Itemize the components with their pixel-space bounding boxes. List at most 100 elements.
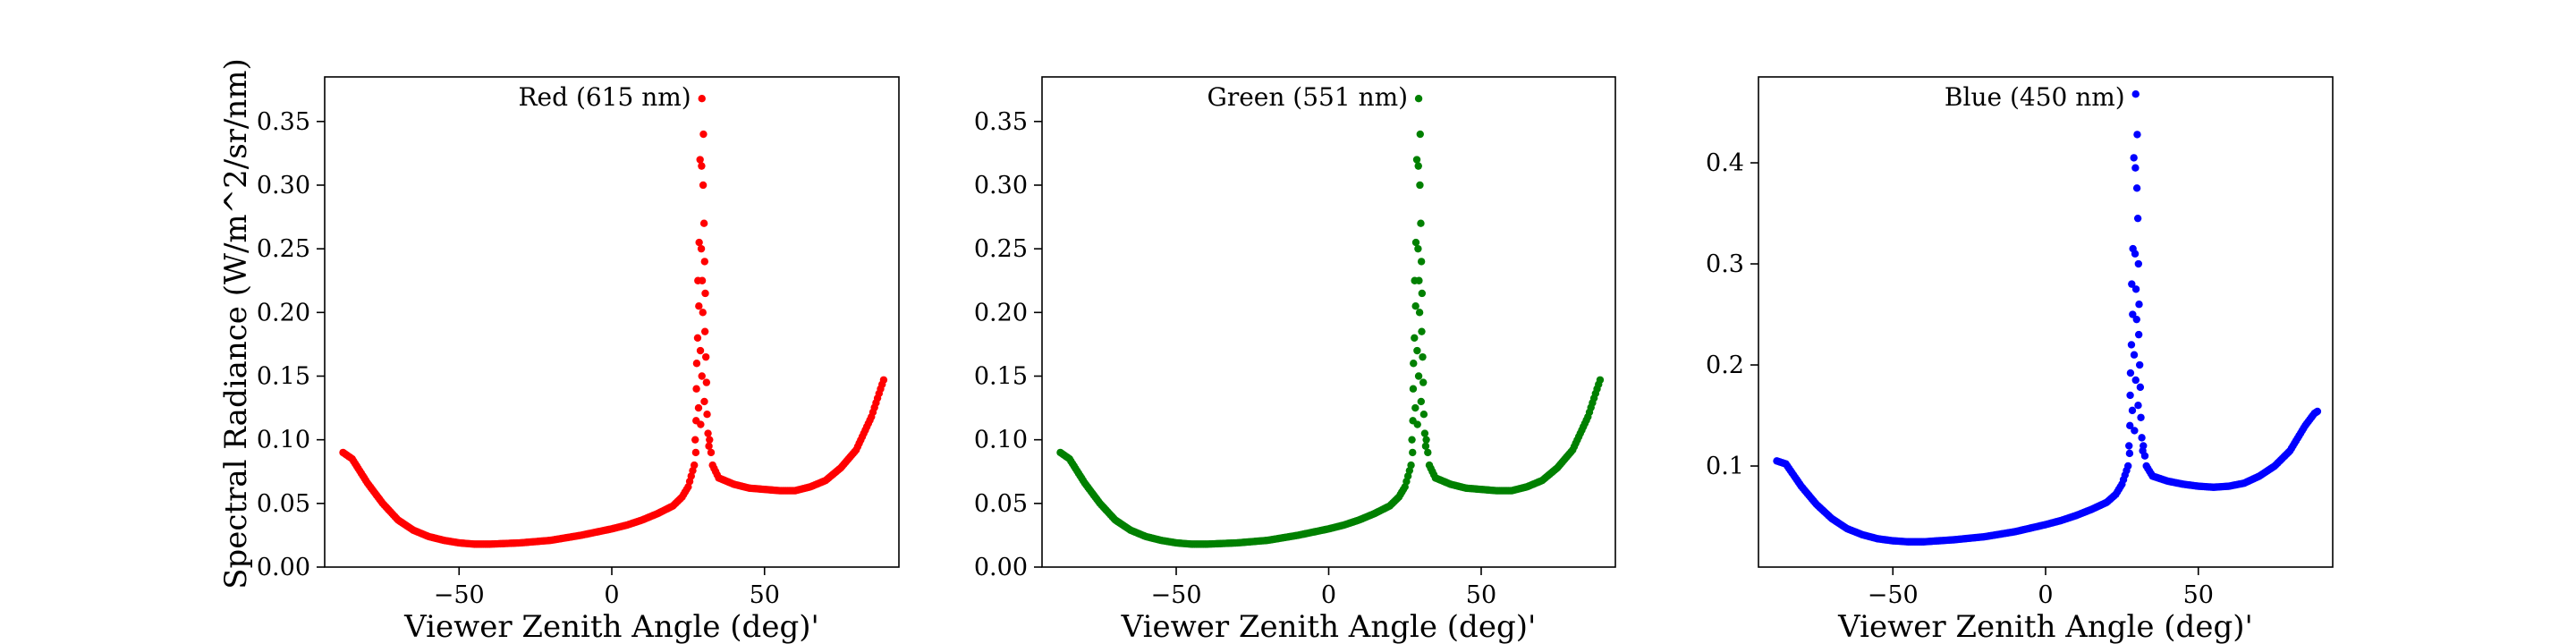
- data-point: [2133, 214, 2142, 223]
- y-tick-label: 0.20: [974, 299, 1028, 326]
- data-point: [701, 289, 709, 298]
- x-axis-label: Viewer Zenith Angle (deg)': [1121, 609, 1537, 644]
- x-axis-label: Viewer Zenith Angle (deg)': [403, 609, 819, 644]
- data-point: [1414, 244, 1422, 253]
- data-point: [1414, 162, 1422, 170]
- data-point: [696, 156, 704, 164]
- y-tick-label: 0.20: [257, 299, 310, 326]
- data-point: [2139, 446, 2147, 455]
- y-tick-label: 0.25: [974, 235, 1028, 263]
- data-point: [2135, 360, 2144, 369]
- y-tick-label: 0.35: [257, 108, 310, 136]
- x-tick-label: 0: [2038, 581, 2053, 609]
- panel-1: −50 0 50 0.00 0.05 0.10 0.15 0.20 0.25 0.30 0.35 Re…: [257, 76, 900, 644]
- data-point: [2136, 383, 2145, 392]
- panel-title: Red (615 nm): [518, 82, 691, 112]
- plot-frame: [1758, 76, 2334, 568]
- data-point: [700, 397, 708, 406]
- data-point: [1411, 334, 1419, 342]
- data-point: [2130, 351, 2139, 359]
- data-point: [698, 276, 707, 284]
- data-point: [2313, 407, 2322, 416]
- data-point: [2129, 310, 2137, 318]
- x-tick-label: 50: [2183, 581, 2214, 609]
- series-points: [1056, 94, 1605, 548]
- data-point: [697, 420, 705, 428]
- data-point: [2128, 406, 2137, 415]
- y-tick-label: 0.1: [1706, 453, 1744, 480]
- data-point: [1416, 130, 1424, 139]
- data-point: [2126, 369, 2135, 377]
- data-point: [2134, 402, 2142, 410]
- data-point: [1410, 360, 1418, 368]
- data-point: [1417, 219, 1425, 227]
- series-points: [1773, 90, 2322, 546]
- data-point: [2126, 391, 2134, 400]
- panel-title: Blue (450 nm): [1945, 82, 2125, 112]
- data-point: [1411, 302, 1419, 310]
- x-tick-label: 50: [750, 581, 780, 609]
- y-tick-label: 0.25: [257, 235, 310, 263]
- data-point: [2133, 131, 2141, 139]
- data-point: [2125, 449, 2134, 458]
- data-point: [694, 403, 703, 412]
- data-point: [698, 94, 706, 103]
- y-tick-label: 0.15: [257, 362, 310, 390]
- data-point: [696, 346, 705, 355]
- data-point: [2134, 330, 2143, 339]
- data-point: [2131, 427, 2139, 435]
- data-point: [693, 334, 702, 342]
- data-point: [1419, 378, 1428, 386]
- data-point: [1420, 429, 1429, 437]
- x-tick-label: 0: [1321, 581, 1336, 609]
- data-point: [1418, 327, 1426, 335]
- data-point: [698, 162, 706, 170]
- data-point: [1419, 410, 1428, 419]
- data-point: [699, 309, 707, 317]
- data-point: [1416, 181, 1424, 190]
- data-point: [1409, 385, 1418, 393]
- x-tick-label: −50: [1868, 581, 1919, 609]
- data-point: [1419, 352, 1427, 361]
- x-tick-label: 0: [604, 581, 619, 609]
- data-point: [1409, 448, 1417, 457]
- data-point: [2138, 434, 2146, 442]
- plot-frame: [324, 76, 900, 568]
- data-point: [2137, 413, 2145, 421]
- data-point: [702, 378, 711, 386]
- x-tick-label: 50: [1466, 581, 1496, 609]
- y-tick-label: 0.4: [1706, 149, 1744, 177]
- y-tick-label: 0.05: [257, 490, 310, 518]
- data-point: [2125, 442, 2133, 450]
- data-point: [692, 385, 700, 393]
- data-point: [699, 130, 708, 139]
- data-point: [2131, 90, 2140, 98]
- data-point: [1596, 376, 1605, 384]
- data-point: [2132, 184, 2141, 192]
- data-point: [1411, 238, 1420, 247]
- data-point: [2128, 280, 2136, 288]
- data-point: [707, 448, 716, 457]
- data-point: [1421, 442, 1430, 450]
- data-point: [1413, 346, 1421, 355]
- data-point: [2127, 341, 2136, 349]
- y-tick-label: 0.2: [1706, 352, 1744, 379]
- data-point: [691, 436, 699, 444]
- data-point: [1417, 397, 1426, 406]
- data-point: [2131, 250, 2140, 258]
- data-point: [706, 436, 714, 444]
- data-point: [698, 372, 706, 380]
- data-point: [703, 410, 711, 419]
- y-tick-label: 0.30: [257, 172, 310, 199]
- panel-2: −50 0 50 0.00 0.05 0.10 0.15 0.20 0.25 0.30 0.35 Gr…: [974, 76, 1616, 644]
- data-point: [691, 448, 700, 457]
- x-tick-label: −50: [1151, 581, 1202, 609]
- plot-frame: [1041, 76, 1616, 568]
- data-point: [1414, 94, 1423, 103]
- data-point: [695, 302, 703, 310]
- data-point: [2124, 462, 2132, 470]
- y-tick-label: 0.10: [257, 427, 310, 454]
- data-point: [1408, 436, 1416, 444]
- data-point: [2135, 301, 2143, 309]
